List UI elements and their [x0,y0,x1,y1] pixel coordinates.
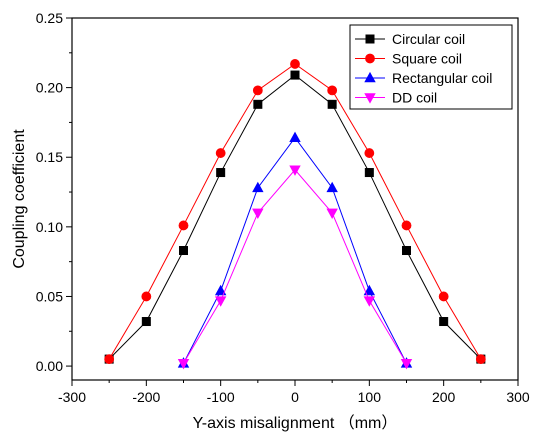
y-axis-title: Coupling coefficient [11,129,28,269]
data-point-dd-coil [326,208,338,220]
data-point-square-coil [215,148,226,158]
x-tick-label: 0 [291,389,299,405]
data-point-square-coil [327,85,338,96]
series-rectangular-coil [177,131,413,368]
legend-marker-dd-coil [364,93,376,104]
data-point-dd-coil [252,208,264,220]
data-point-circular-coil [364,168,374,178]
data-point-circular-coil [179,246,189,256]
legend-marker-circular-coil [365,34,375,44]
data-point-rectangular-coil [214,284,227,296]
data-point-square-coil [364,148,375,158]
series-dd-coil [177,165,413,370]
data-point-dd-coil [214,296,227,307]
x-tick-label: -300 [58,389,86,405]
legend-label-rectangular-coil: Rectangular coil [392,70,492,86]
y-tick-label: 0.10 [36,219,63,235]
series-line-dd-coil [183,168,407,364]
data-point-circular-coil [439,317,449,327]
y-tick-label: 0.05 [36,288,63,304]
axis-ticks: -300 -200 -100 0 100 200 300 0.00 0.05 0.10 0.15 0.… [36,10,530,405]
data-point-circular-coil [253,99,263,109]
legend-marker-square-coil [365,53,375,64]
legend: Circular coil Square coil Rectangular coil… [349,24,513,110]
data-point-dd-coil [400,358,413,370]
x-tick-label: 300 [506,389,530,405]
data-point-rectangular-coil [289,131,301,143]
data-point-square-coil [475,354,486,365]
legend-label-square-coil: Square coil [392,51,462,67]
data-point-dd-coil [177,358,190,370]
data-point-square-coil [104,354,115,365]
y-tick-label: 0.20 [36,80,63,96]
data-point-circular-coil [216,168,226,178]
data-point-rectangular-coil [326,181,338,193]
data-point-circular-coil [327,99,337,109]
data-point-circular-coil [290,70,300,80]
data-point-square-coil [401,220,412,231]
data-point-circular-coil [401,246,411,256]
x-axis-title: Y-axis misalignment （mm） [193,414,398,432]
data-point-square-coil [252,85,263,96]
data-point-circular-coil [141,317,151,327]
data-point-rectangular-coil [363,284,376,296]
data-point-rectangular-coil [252,181,264,193]
y-tick-label: 0.25 [36,10,63,26]
y-tick-label: 0.00 [36,358,63,374]
x-tick-label: 200 [432,389,456,405]
data-point-square-coil [290,59,300,69]
series-layer [104,59,486,370]
x-tick-label: 100 [358,389,382,405]
series-circular-coil [104,70,486,364]
legend-label-dd-coil: DD coil [392,90,437,106]
data-point-square-coil [141,291,152,302]
series-line-circular-coil [108,74,482,360]
series-square-coil [104,59,486,365]
legend-label-circular-coil: Circular coil [392,31,465,47]
data-point-square-coil [178,220,189,231]
legend-marker-rectangular-coil [364,71,376,83]
y-tick-label: 0.15 [36,149,63,165]
data-point-dd-coil [289,165,301,176]
x-tick-label: -100 [207,389,235,405]
data-point-dd-coil [363,296,376,307]
x-tick-label: -200 [132,389,160,405]
data-point-square-coil [438,291,449,302]
